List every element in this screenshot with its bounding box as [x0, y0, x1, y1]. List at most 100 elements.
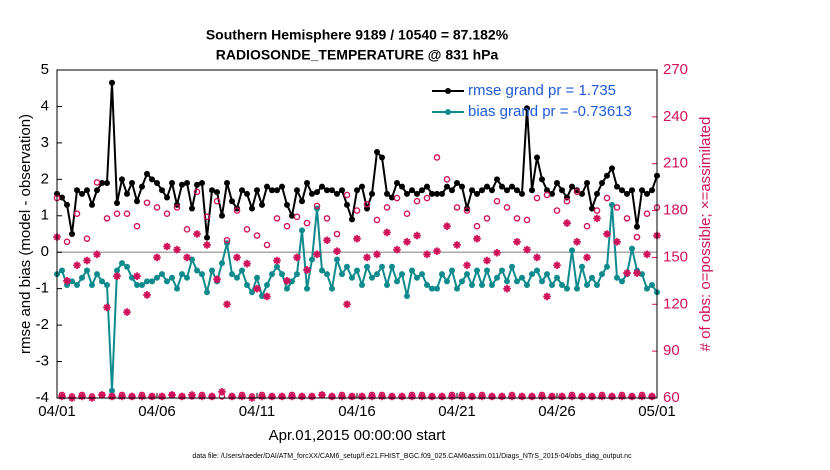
- point: [204, 289, 210, 296]
- point: [59, 194, 65, 201]
- point: [519, 190, 525, 197]
- possible-marker: [323, 215, 331, 222]
- possible-marker: [633, 233, 641, 241]
- point: [384, 282, 390, 289]
- point: [429, 285, 435, 292]
- point: [514, 187, 520, 194]
- point: [539, 278, 545, 285]
- point: [559, 187, 565, 194]
- point: [629, 187, 635, 194]
- y-tick-label: -1: [36, 280, 49, 297]
- point: [534, 154, 540, 161]
- point: [114, 267, 120, 274]
- possible-marker: [223, 236, 231, 244]
- point: [634, 223, 640, 230]
- point: [79, 274, 85, 281]
- point: [479, 282, 485, 289]
- assimilated-marker: [433, 247, 441, 255]
- point: [179, 181, 185, 188]
- assimilated-marker: [383, 228, 391, 237]
- point: [484, 267, 490, 274]
- assimilated-marker: [418, 392, 426, 401]
- point: [504, 278, 510, 285]
- point: [274, 187, 280, 194]
- assimilated-marker: [568, 392, 576, 401]
- point: [479, 187, 485, 194]
- possible-marker: [153, 204, 161, 211]
- point: [294, 187, 300, 194]
- assimilated-marker: [233, 253, 241, 262]
- point: [134, 282, 140, 289]
- chart-subtitle: RADIOSONDE_TEMPERATURE @ 831 hPa: [216, 47, 499, 63]
- point: [234, 274, 240, 281]
- point: [84, 267, 90, 274]
- assimilated-marker: [413, 231, 421, 240]
- point: [449, 187, 455, 194]
- point: [69, 231, 75, 237]
- legend-marker: [445, 109, 451, 115]
- point: [319, 183, 325, 190]
- point: [79, 190, 85, 197]
- assimilated-marker: [528, 392, 536, 401]
- possible-marker: [353, 207, 361, 214]
- assimilated-marker: [623, 269, 631, 277]
- possible-marker: [83, 235, 91, 242]
- assimilated-marker: [63, 277, 71, 285]
- point: [124, 190, 130, 197]
- point: [369, 274, 375, 281]
- point: [394, 179, 400, 186]
- point: [314, 189, 320, 196]
- assimilated-marker: [393, 245, 401, 254]
- point: [369, 190, 375, 197]
- point: [109, 79, 115, 86]
- assimilated-marker: [323, 236, 331, 245]
- chart-title: Southern Hemisphere 9189 / 10540 = 87.18…: [206, 27, 509, 43]
- possible-marker: [583, 222, 591, 230]
- point: [604, 172, 610, 179]
- point: [454, 285, 460, 292]
- point: [284, 285, 290, 292]
- point: [144, 170, 150, 177]
- point: [329, 187, 335, 194]
- point: [304, 179, 310, 186]
- plot-area: [57, 70, 657, 398]
- point: [579, 263, 585, 270]
- point: [139, 183, 145, 190]
- point: [499, 183, 505, 190]
- point: [339, 187, 345, 194]
- point: [174, 285, 180, 292]
- point: [59, 267, 65, 274]
- point: [589, 274, 595, 281]
- point: [74, 187, 80, 194]
- point: [409, 267, 415, 274]
- assimilated-marker: [173, 245, 181, 254]
- point: [549, 282, 555, 289]
- x-tick-label: 04/01: [38, 403, 76, 420]
- possible-marker: [493, 197, 501, 205]
- point: [439, 271, 445, 278]
- possible-marker: [163, 210, 171, 217]
- point: [299, 198, 305, 205]
- point: [154, 179, 160, 186]
- point: [84, 187, 90, 194]
- point: [89, 282, 95, 289]
- possible-marker: [103, 215, 111, 222]
- point: [129, 179, 135, 186]
- assimilated-marker: [553, 261, 561, 270]
- assimilated-marker: [263, 292, 271, 301]
- assimilated-marker: [148, 392, 156, 401]
- possible-marker: [643, 210, 651, 217]
- point: [239, 267, 245, 274]
- x-tick-label: 04/16: [338, 403, 376, 420]
- point: [494, 274, 500, 281]
- point: [199, 179, 205, 186]
- point: [114, 200, 120, 207]
- point: [204, 234, 210, 241]
- point: [384, 190, 390, 197]
- point: [164, 278, 170, 285]
- possible-marker: [573, 188, 581, 196]
- point: [69, 278, 75, 285]
- assimilated-marker: [328, 392, 336, 401]
- y-tick-label: 3: [41, 134, 49, 151]
